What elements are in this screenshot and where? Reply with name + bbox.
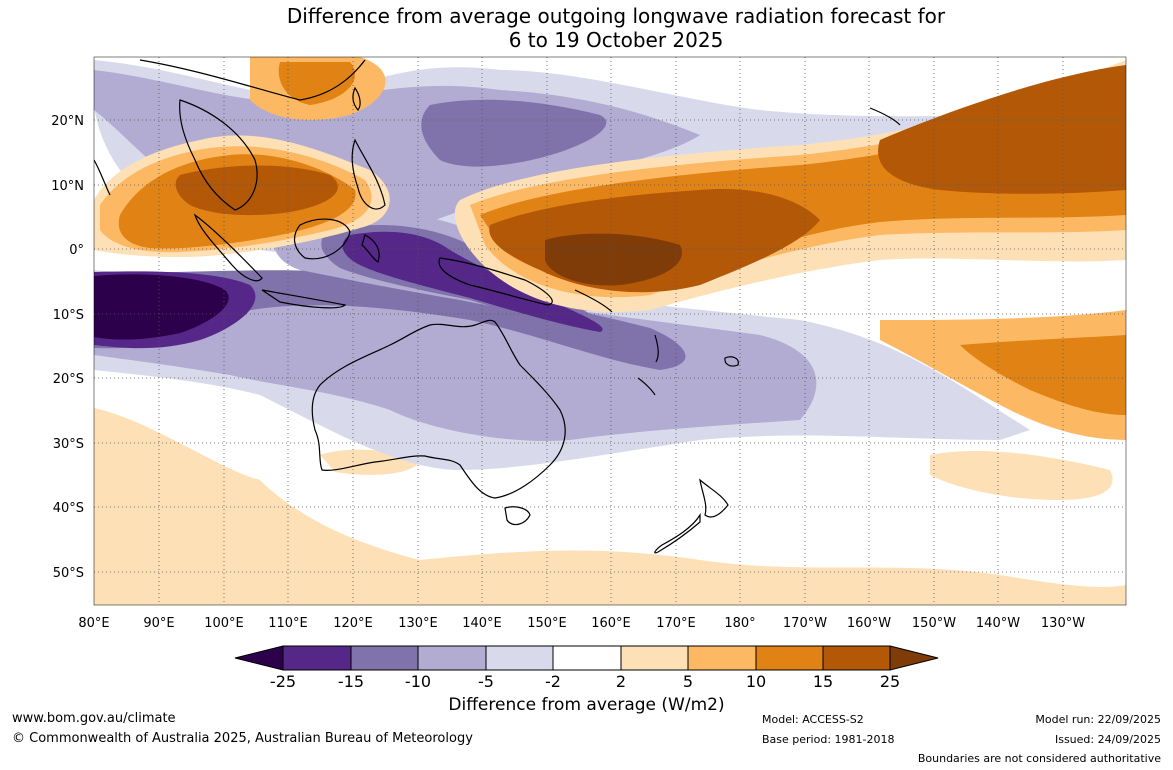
coastline-new-zealand-south <box>654 512 701 554</box>
anomaly-region-southern-negative-mid <box>94 275 817 441</box>
copyright-text: © Commonwealth of Australia 2025, Austra… <box>12 731 473 746</box>
model-name: Model: ACCESS-S2 <box>762 713 864 726</box>
coastline-new-zealand-north <box>699 478 729 518</box>
coastlines <box>94 59 901 554</box>
lon-label: 140°E <box>462 616 502 631</box>
colorbar-tick-label: -2 <box>545 672 561 691</box>
coastline-taiwan <box>352 86 361 111</box>
lon-label: 100°E <box>204 616 244 631</box>
lat-label: 10°S <box>53 308 84 323</box>
colorbar-tick-label: -15 <box>338 672 364 691</box>
coastline-tasmania <box>504 506 531 526</box>
lat-label: 40°S <box>53 501 84 516</box>
lon-label: 140°W <box>976 616 1020 631</box>
lat-label: 0° <box>69 243 84 258</box>
title-line-1: Difference from average outgoing longwav… <box>286 4 946 28</box>
colorbar-swatch <box>350 645 419 671</box>
latitude-labels: 20°N 10°N 0° 10°S 20°S 30°S 40°S 50°S <box>51 114 84 581</box>
graticule <box>94 57 1126 605</box>
anomaly-region-southern-positive-patch <box>930 450 1113 500</box>
coastline-fiji <box>724 356 739 367</box>
coastline-australia <box>311 319 566 499</box>
colorbar-swatch <box>755 645 824 671</box>
colorbar-tick-label: 10 <box>746 672 766 691</box>
colorbar-swatch <box>417 645 487 671</box>
lon-label: 150°W <box>912 616 956 631</box>
anomaly-field <box>94 57 1126 605</box>
coastline-hawaii <box>869 107 901 126</box>
lon-label: 130°E <box>398 616 438 631</box>
coastline-sulawesi <box>361 234 380 263</box>
map-title: Difference from average outgoing longwav… <box>0 4 1173 52</box>
colorbar-title: Difference from average (W/m2) <box>448 695 725 715</box>
colorbar-tick-label: 5 <box>683 672 693 691</box>
anomaly-region-indian-ocean-min <box>94 274 229 340</box>
colorbar-swatch <box>822 645 891 671</box>
lon-label: 170°E <box>656 616 696 631</box>
colorbar-swatch <box>485 645 554 671</box>
colorbar-tick-label: -25 <box>270 672 296 691</box>
colorbar-extend-low <box>234 645 284 671</box>
coastline-india <box>94 159 111 196</box>
coastline-vanuatu <box>654 334 659 363</box>
issued-date: Issued: 24/09/2025 <box>1054 733 1161 746</box>
coastline-sumatra <box>193 213 263 282</box>
coastline-indochina <box>179 99 258 211</box>
lon-label: 110°E <box>268 616 308 631</box>
anomaly-region-scs-positive-core <box>175 165 338 216</box>
lon-label: 150°E <box>527 616 567 631</box>
coastline-solomon-islands <box>574 289 613 313</box>
anomaly-region-maritime-negative-core <box>342 231 603 332</box>
lon-label: 170°W <box>783 616 827 631</box>
anomaly-region-northern-negative-inner <box>421 99 607 167</box>
colorbar <box>234 645 939 671</box>
colorbar-tick-label: 25 <box>880 672 900 691</box>
anomaly-region-southern-positive <box>94 408 1126 605</box>
colorbar-swatch <box>687 645 757 671</box>
colorbar-tick-label: -10 <box>405 672 431 691</box>
colorbar-swatch <box>552 645 622 671</box>
lon-label: 120°E <box>333 616 373 631</box>
coastline-new-guinea <box>438 257 553 306</box>
base-period: Base period: 1981-2018 <box>762 733 895 746</box>
colorbar-tick-label: 15 <box>813 672 833 691</box>
coastline-java <box>261 289 347 309</box>
anomaly-region-equatorial-max <box>545 233 682 286</box>
colorbar-tick-label: -5 <box>478 672 494 691</box>
lat-label: 30°S <box>53 437 84 452</box>
anomaly-region-se-pacific-positive-core <box>960 335 1126 415</box>
model-run-date: Model run: 22/09/2025 <box>1035 713 1161 726</box>
lat-label: 20°N <box>51 114 84 129</box>
lat-label: 20°S <box>53 372 84 387</box>
lon-label: 80°E <box>78 616 109 631</box>
lat-label: 50°S <box>53 566 84 581</box>
coastline-philippines <box>351 138 386 210</box>
anomaly-region-nw-pacific-positive-core <box>278 62 356 105</box>
colorbar-swatch <box>282 645 352 671</box>
lon-label: 130°W <box>1041 616 1085 631</box>
colorbar-swatch <box>620 645 689 671</box>
website-link[interactable]: www.bom.gov.au/climate <box>12 711 176 726</box>
boundary-disclaimer: Boundaries are not considered authoritat… <box>917 752 1161 765</box>
lon-label: 180° <box>724 616 755 631</box>
coastline-china <box>139 59 366 101</box>
title-line-2: 6 to 19 October 2025 <box>508 28 724 52</box>
lon-label: 160°E <box>591 616 631 631</box>
anomaly-region-ne-pacific-core <box>878 65 1126 194</box>
lat-label: 10°N <box>51 179 84 194</box>
coastline-borneo <box>294 218 351 260</box>
lon-label: 160°W <box>847 616 891 631</box>
longitude-labels: 80°E 90°E 100°E 110°E 120°E 130°E 140°E … <box>78 616 1085 631</box>
lon-label: 90°E <box>143 616 174 631</box>
map-frame <box>93 56 1127 606</box>
colorbar-tick-label: 2 <box>616 672 626 691</box>
coastline-new-caledonia <box>637 377 656 396</box>
colorbar-ticks: -25 -15 -10 -5 -2 2 5 10 15 25 <box>270 672 900 691</box>
colorbar-extend-high <box>889 645 939 671</box>
